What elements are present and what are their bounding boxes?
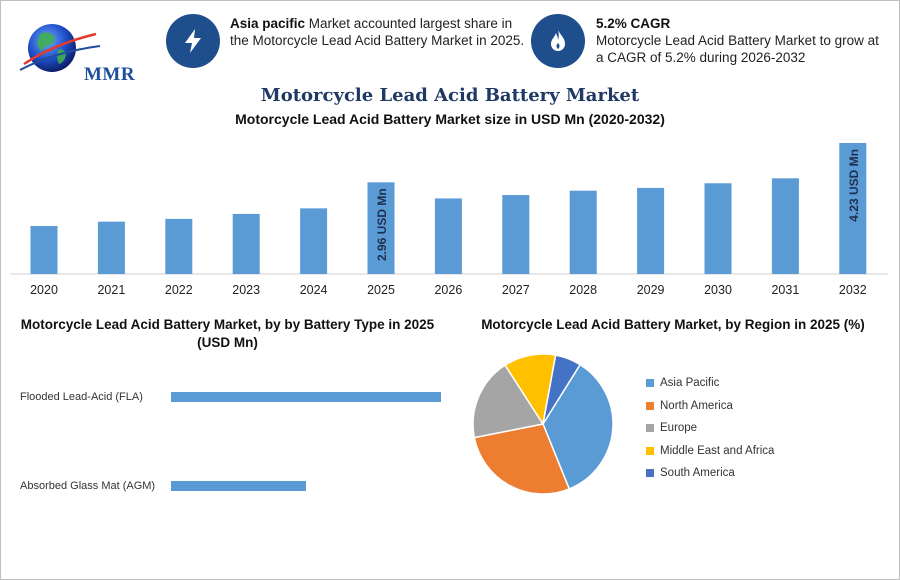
hbar-fla — [171, 392, 441, 402]
bar-2028 — [569, 190, 597, 274]
pie-slice-europe — [472, 364, 545, 439]
bar-2027 — [502, 195, 530, 274]
pie-slice-asia-pacific — [542, 363, 614, 490]
legend-swatch — [646, 469, 654, 478]
tick-label-2031: 2031 — [771, 283, 799, 297]
tick-label-2024: 2024 — [300, 283, 328, 297]
tick-label-2021: 2021 — [97, 283, 125, 297]
tick-label-2027: 2027 — [502, 283, 530, 297]
bar-2020 — [30, 225, 58, 274]
bar-2029 — [637, 187, 665, 274]
pie-slice-south-america — [542, 354, 582, 425]
stat-cagr-text: Motorcycle Lead Acid Battery Market to g… — [596, 33, 879, 65]
pie-slice-north-america — [473, 423, 571, 495]
legend-label: Middle East and Africa — [660, 444, 775, 457]
legend-swatch — [646, 446, 654, 455]
market-size-bar-chart: 2020 2021 2022 2023 2024 2025 2.96 USD Mn 2026 2… — [10, 143, 888, 297]
stat-cagr: 5.2% CAGR Motorcycle Lead Acid Battery M… — [596, 15, 886, 66]
tick-label-2028: 2028 — [569, 283, 597, 297]
tick-label-2022: 2022 — [165, 283, 193, 297]
data-label-2032: 4.23 USD Mn — [847, 149, 861, 222]
legend-item-asia-pacific: Asia Pacific — [646, 372, 774, 395]
legend-label: Asia Pacific — [660, 377, 720, 390]
tick-label-2029: 2029 — [637, 283, 665, 297]
legend-label: North America — [660, 399, 733, 412]
battery-type-bar-chart — [171, 392, 441, 491]
bar-2026 — [434, 198, 462, 274]
stat-asia-pacific: Asia pacific Market accounted largest sh… — [230, 15, 525, 49]
logo-text: MMR — [84, 64, 136, 85]
main-title: Motorcycle Lead Acid Battery Market — [260, 85, 640, 106]
bar-2030 — [704, 183, 732, 274]
tick-label-2023: 2023 — [232, 283, 260, 297]
legend-item-south-america: South America — [646, 462, 774, 485]
legend-swatch — [646, 424, 654, 433]
hbar-label-agm: Absorbed Glass Mat (AGM) — [20, 480, 156, 492]
legend-label: South America — [660, 467, 735, 480]
legend-item-middle-east-and-africa: Middle East and Africa — [646, 440, 774, 463]
bar-2025 — [367, 182, 395, 274]
region-pie-chart — [472, 353, 614, 495]
mmr-logo: MMR — [14, 14, 144, 85]
bar-2022 — [165, 218, 193, 274]
battery-type-chart-title: Motorcycle Lead Acid Battery Market, by … — [20, 317, 435, 350]
region-chart-title: Motorcycle Lead Acid Battery Market, by … — [481, 317, 865, 332]
bar-2024 — [300, 208, 328, 274]
tick-label-2020: 2020 — [30, 283, 58, 297]
legend-item-north-america: North America — [646, 395, 774, 418]
legend-swatch — [646, 379, 654, 388]
tick-label-2030: 2030 — [704, 283, 732, 297]
hbar-label-fla: Flooded Lead-Acid (FLA) — [20, 391, 143, 403]
flame-icon — [531, 14, 585, 68]
bar-2021 — [97, 221, 125, 274]
stat-asia-pacific-bold: Asia pacific — [230, 16, 306, 31]
lightning-icon — [166, 14, 220, 68]
legend-label: Europe — [660, 422, 698, 435]
legend-item-europe: Europe — [646, 417, 774, 440]
tick-label-2032: 2032 — [839, 283, 867, 297]
stat-cagr-bold: 5.2% CAGR — [596, 16, 671, 31]
region-legend: Asia Pacific North America Europe Middle Ea… — [646, 372, 774, 485]
bar-2032 — [839, 143, 867, 274]
hbar-agm — [171, 481, 306, 491]
data-label-2025: 2.96 USD Mn — [375, 188, 389, 261]
bar-2031 — [771, 178, 799, 274]
legend-swatch — [646, 401, 654, 410]
tick-label-2026: 2026 — [434, 283, 462, 297]
bar-chart-title: Motorcycle Lead Acid Battery Market size… — [235, 111, 665, 127]
stat-asia-pacific-text: Market accounted largest share in the Mo… — [230, 16, 525, 48]
bar-2023 — [232, 213, 260, 274]
globe-icon — [19, 24, 101, 72]
tick-label-2025: 2025 — [367, 283, 395, 297]
